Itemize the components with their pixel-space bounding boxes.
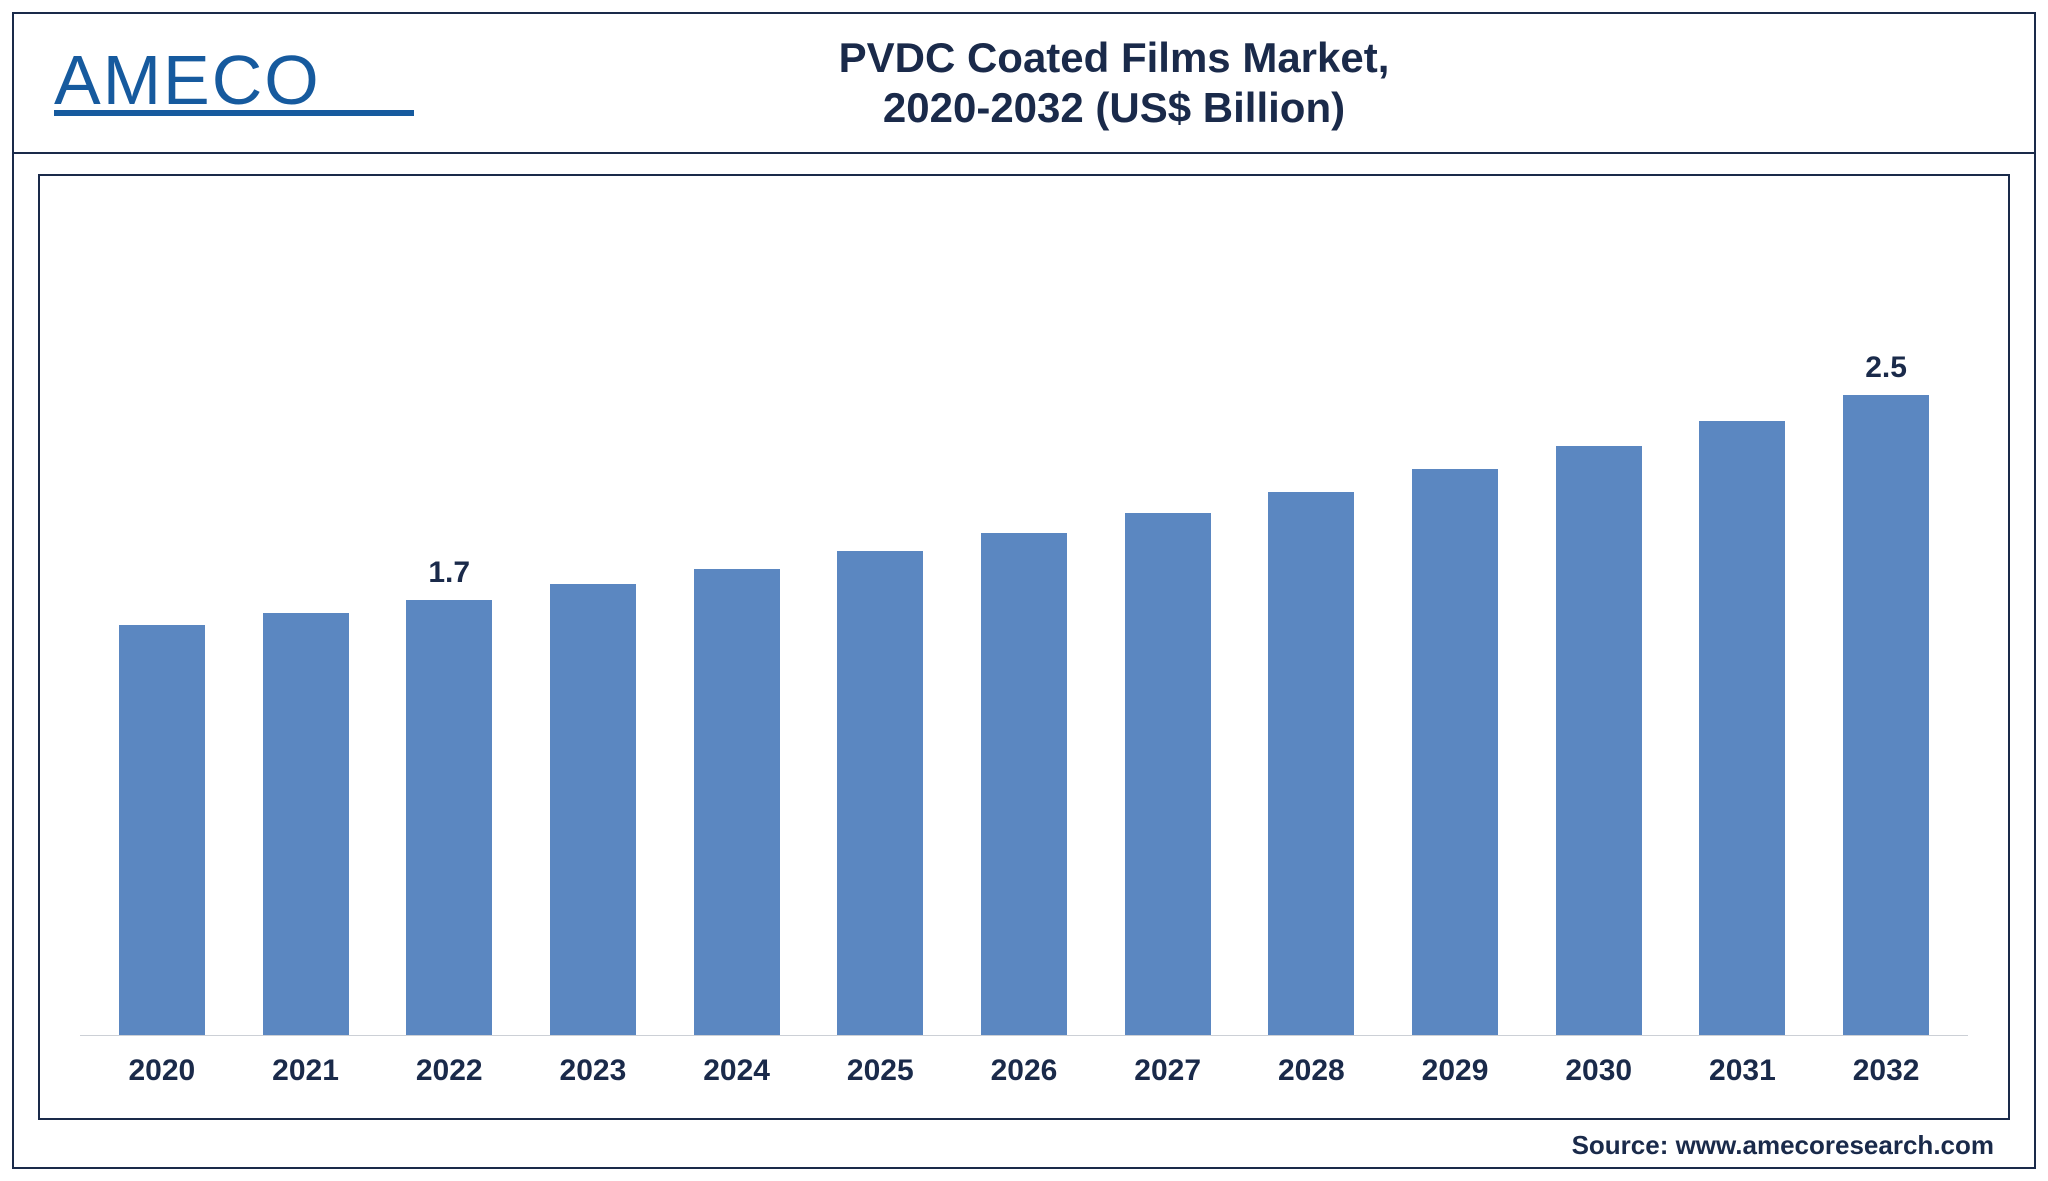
bar <box>1268 492 1354 1035</box>
chart-frame: 1.72.5 202020212022202320242025202620272… <box>38 174 2010 1120</box>
bar-group <box>1240 216 1384 1035</box>
bar <box>119 625 205 1035</box>
bar-group <box>1527 216 1671 1035</box>
xaxis-label: 2025 <box>808 1054 952 1088</box>
xaxis-label: 2028 <box>1240 1054 1384 1088</box>
xaxis-label: 2029 <box>1383 1054 1527 1088</box>
bar <box>1843 395 1929 1035</box>
bar <box>981 533 1067 1035</box>
bar-value-label: 2.5 <box>1865 351 1907 385</box>
xaxis-label: 2022 <box>377 1054 521 1088</box>
plot-area: 1.7 2.5 <box>40 176 2008 1036</box>
title-line-1: PVDC Coated Films Market, <box>414 33 1814 83</box>
bar <box>1699 421 1785 1035</box>
bar-group <box>234 216 378 1035</box>
bar-group <box>1383 216 1527 1035</box>
bar <box>1125 513 1211 1035</box>
header-bar: AMECO PVDC Coated Films Market, 2020-203… <box>14 14 2034 154</box>
bar <box>263 613 349 1035</box>
bar <box>1412 469 1498 1035</box>
bar-group <box>1671 216 1815 1035</box>
bar-group <box>90 216 234 1035</box>
xaxis-row: 2020202120222023202420252026202720282029… <box>40 1036 2008 1118</box>
bar <box>1556 446 1642 1035</box>
bar <box>550 584 636 1035</box>
xaxis-label: 2023 <box>521 1054 665 1088</box>
logo: AMECO <box>54 40 414 126</box>
bar <box>694 569 780 1035</box>
xaxis-label: 2031 <box>1671 1054 1815 1088</box>
bar-group <box>952 216 1096 1035</box>
xaxis-label: 2021 <box>234 1054 378 1088</box>
xaxis-label: 2032 <box>1814 1054 1958 1088</box>
bar-group: 2.5 <box>1814 216 1958 1035</box>
xaxis-label: 2020 <box>90 1054 234 1088</box>
xaxis-label: 2030 <box>1527 1054 1671 1088</box>
logo-text: AMECO <box>54 40 321 120</box>
bar-value-label: 1.7 <box>428 556 470 590</box>
outer-frame: AMECO PVDC Coated Films Market, 2020-203… <box>12 12 2036 1169</box>
source-citation: Source: www.amecoresearch.com <box>14 1124 2034 1167</box>
title-line-2: 2020-2032 (US$ Billion) <box>414 83 1814 133</box>
bar <box>837 551 923 1035</box>
bars-row: 1.7 2.5 <box>80 216 1968 1036</box>
logo-underline <box>54 110 414 116</box>
bar-group <box>665 216 809 1035</box>
xaxis-label: 2026 <box>952 1054 1096 1088</box>
bar <box>406 600 492 1035</box>
bar-group <box>1096 216 1240 1035</box>
xaxis-label: 2024 <box>665 1054 809 1088</box>
bar-group <box>521 216 665 1035</box>
xaxis-label: 2027 <box>1096 1054 1240 1088</box>
bar-group: 1.7 <box>377 216 521 1035</box>
chart-title: PVDC Coated Films Market, 2020-2032 (US$… <box>414 33 1994 134</box>
bar-group <box>808 216 952 1035</box>
